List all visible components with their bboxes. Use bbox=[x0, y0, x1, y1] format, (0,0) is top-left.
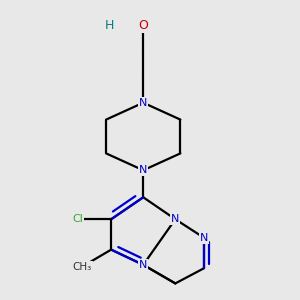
Text: CH₃: CH₃ bbox=[73, 262, 92, 272]
Text: N: N bbox=[171, 214, 179, 224]
Text: N: N bbox=[139, 260, 147, 270]
Text: N: N bbox=[200, 233, 208, 243]
Text: N: N bbox=[139, 165, 147, 175]
Text: N: N bbox=[139, 98, 147, 108]
Text: H: H bbox=[105, 19, 114, 32]
Text: Cl: Cl bbox=[72, 214, 83, 224]
Text: O: O bbox=[138, 19, 148, 32]
